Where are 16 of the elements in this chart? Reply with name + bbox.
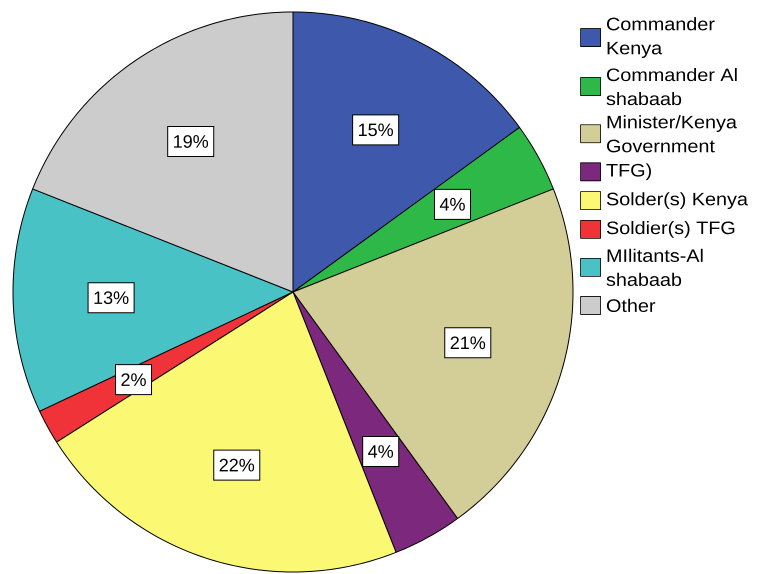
- legend-label: Minister/Kenya Government: [607, 115, 737, 152]
- data-label: 4%: [440, 198, 465, 211]
- legend-label: Soldier(s) TFG: [606, 221, 734, 238]
- data-label: 2%: [121, 373, 146, 386]
- data-label: 21%: [450, 336, 486, 350]
- legend-label: MIlitants-Al shabaab: [606, 248, 703, 286]
- data-label: 13%: [94, 291, 128, 304]
- legend-label: Other: [606, 298, 656, 312]
- data-label: 4%: [368, 445, 394, 458]
- data-label: 22%: [220, 458, 254, 472]
- data-label: 15%: [358, 124, 393, 136]
- data-label: 19%: [174, 135, 208, 148]
- legend-label: Commander Al shabaab: [606, 68, 737, 106]
- legend-label: Solder(s) Kenya: [606, 192, 748, 209]
- legend-label: Commander Kenya: [607, 17, 715, 58]
- legend-label: TFG): [606, 163, 651, 180]
